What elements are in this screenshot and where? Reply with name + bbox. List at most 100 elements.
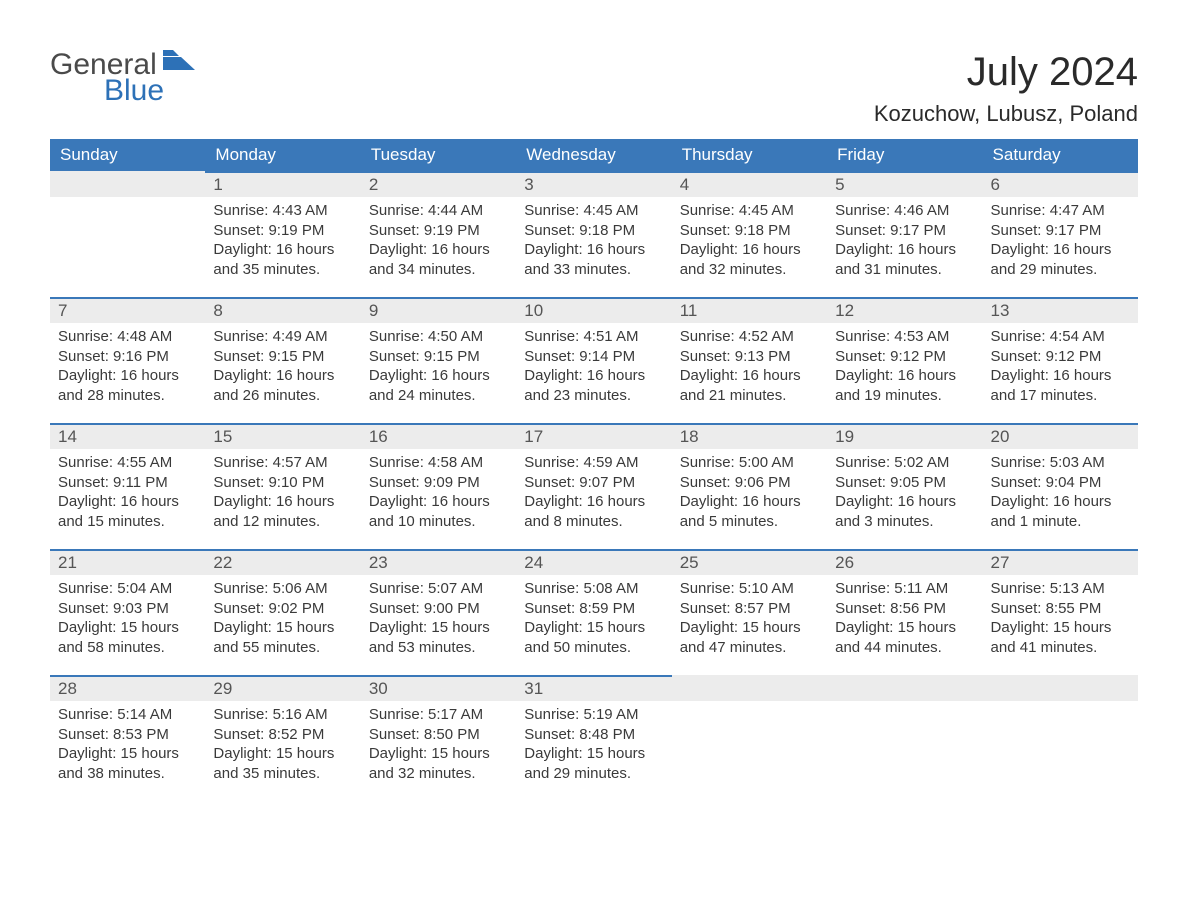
day-cell: 1Sunrise: 4:43 AMSunset: 9:19 PMDaylight… — [205, 171, 360, 297]
day-cell: 16Sunrise: 4:58 AMSunset: 9:09 PMDayligh… — [361, 423, 516, 549]
day-line-d1: Daylight: 16 hours — [213, 492, 352, 512]
day-line-sr: Sunrise: 5:19 AM — [524, 705, 663, 725]
day-line-d1: Daylight: 16 hours — [58, 492, 197, 512]
day-number: 10 — [516, 297, 671, 323]
day-line-sr: Sunrise: 5:16 AM — [213, 705, 352, 725]
day-body: Sunrise: 5:04 AMSunset: 9:03 PMDaylight:… — [50, 575, 205, 657]
day-line-d2: and 24 minutes. — [369, 386, 508, 406]
day-number: 21 — [50, 549, 205, 575]
week-row: 21Sunrise: 5:04 AMSunset: 9:03 PMDayligh… — [50, 549, 1138, 675]
day-body: Sunrise: 4:45 AMSunset: 9:18 PMDaylight:… — [516, 197, 671, 279]
day-number: 14 — [50, 423, 205, 449]
day-line-sr: Sunrise: 4:59 AM — [524, 453, 663, 473]
day-number: 8 — [205, 297, 360, 323]
day-line-sr: Sunrise: 4:43 AM — [213, 201, 352, 221]
day-line-d2: and 17 minutes. — [991, 386, 1130, 406]
day-number: 13 — [983, 297, 1138, 323]
day-line-sr: Sunrise: 5:08 AM — [524, 579, 663, 599]
day-line-d1: Daylight: 16 hours — [991, 240, 1130, 260]
day-number: 31 — [516, 675, 671, 701]
day-line-d1: Daylight: 15 hours — [524, 618, 663, 638]
day-line-sr: Sunrise: 4:47 AM — [991, 201, 1130, 221]
day-body: Sunrise: 4:44 AMSunset: 9:19 PMDaylight:… — [361, 197, 516, 279]
weekday-header: SundayMondayTuesdayWednesdayThursdayFrid… — [50, 139, 1138, 171]
day-line-ss: Sunset: 9:18 PM — [524, 221, 663, 241]
day-line-sr: Sunrise: 4:50 AM — [369, 327, 508, 347]
day-line-d2: and 55 minutes. — [213, 638, 352, 658]
day-body: Sunrise: 4:49 AMSunset: 9:15 PMDaylight:… — [205, 323, 360, 405]
day-number: 20 — [983, 423, 1138, 449]
day-cell: 13Sunrise: 4:54 AMSunset: 9:12 PMDayligh… — [983, 297, 1138, 423]
day-line-ss: Sunset: 9:03 PM — [58, 599, 197, 619]
day-line-ss: Sunset: 9:07 PM — [524, 473, 663, 493]
day-line-d1: Daylight: 15 hours — [991, 618, 1130, 638]
day-number: 16 — [361, 423, 516, 449]
day-line-ss: Sunset: 9:12 PM — [835, 347, 974, 367]
day-number: 15 — [205, 423, 360, 449]
day-line-d1: Daylight: 15 hours — [835, 618, 974, 638]
day-line-d1: Daylight: 16 hours — [213, 366, 352, 386]
day-number: 28 — [50, 675, 205, 701]
day-cell: 2Sunrise: 4:44 AMSunset: 9:19 PMDaylight… — [361, 171, 516, 297]
day-line-d1: Daylight: 15 hours — [58, 744, 197, 764]
day-line-sr: Sunrise: 4:45 AM — [524, 201, 663, 221]
day-cell — [50, 171, 205, 297]
week-row: 28Sunrise: 5:14 AMSunset: 8:53 PMDayligh… — [50, 675, 1138, 801]
day-body: Sunrise: 5:02 AMSunset: 9:05 PMDaylight:… — [827, 449, 982, 531]
day-line-d2: and 32 minutes. — [369, 764, 508, 784]
day-line-d1: Daylight: 15 hours — [58, 618, 197, 638]
header: General Blue July 2024 Kozuchow, Lubusz,… — [50, 50, 1138, 127]
day-line-ss: Sunset: 9:12 PM — [991, 347, 1130, 367]
week-row: 14Sunrise: 4:55 AMSunset: 9:11 PMDayligh… — [50, 423, 1138, 549]
day-body: Sunrise: 5:08 AMSunset: 8:59 PMDaylight:… — [516, 575, 671, 657]
day-line-d1: Daylight: 16 hours — [991, 366, 1130, 386]
day-line-d2: and 58 minutes. — [58, 638, 197, 658]
day-line-ss: Sunset: 9:14 PM — [524, 347, 663, 367]
day-line-d2: and 35 minutes. — [213, 260, 352, 280]
day-line-sr: Sunrise: 5:04 AM — [58, 579, 197, 599]
day-line-sr: Sunrise: 4:49 AM — [213, 327, 352, 347]
day-cell: 25Sunrise: 5:10 AMSunset: 8:57 PMDayligh… — [672, 549, 827, 675]
day-line-d2: and 29 minutes. — [991, 260, 1130, 280]
day-cell: 19Sunrise: 5:02 AMSunset: 9:05 PMDayligh… — [827, 423, 982, 549]
logo-flag-icon — [163, 50, 195, 74]
day-line-sr: Sunrise: 4:52 AM — [680, 327, 819, 347]
day-line-d2: and 33 minutes. — [524, 260, 663, 280]
day-cell: 11Sunrise: 4:52 AMSunset: 9:13 PMDayligh… — [672, 297, 827, 423]
day-body: Sunrise: 5:06 AMSunset: 9:02 PMDaylight:… — [205, 575, 360, 657]
day-line-sr: Sunrise: 5:06 AM — [213, 579, 352, 599]
day-body: Sunrise: 4:46 AMSunset: 9:17 PMDaylight:… — [827, 197, 982, 279]
day-line-d2: and 38 minutes. — [58, 764, 197, 784]
day-line-d1: Daylight: 16 hours — [524, 240, 663, 260]
day-number: 5 — [827, 171, 982, 197]
day-number — [672, 675, 827, 701]
day-body: Sunrise: 5:03 AMSunset: 9:04 PMDaylight:… — [983, 449, 1138, 531]
weekday-header-cell: Sunday — [50, 139, 205, 171]
day-cell: 18Sunrise: 5:00 AMSunset: 9:06 PMDayligh… — [672, 423, 827, 549]
day-line-sr: Sunrise: 4:55 AM — [58, 453, 197, 473]
weekday-header-cell: Monday — [205, 139, 360, 171]
day-number: 6 — [983, 171, 1138, 197]
day-line-sr: Sunrise: 5:00 AM — [680, 453, 819, 473]
day-body: Sunrise: 4:59 AMSunset: 9:07 PMDaylight:… — [516, 449, 671, 531]
day-line-d1: Daylight: 15 hours — [524, 744, 663, 764]
day-line-sr: Sunrise: 4:53 AM — [835, 327, 974, 347]
day-cell: 20Sunrise: 5:03 AMSunset: 9:04 PMDayligh… — [983, 423, 1138, 549]
day-line-sr: Sunrise: 4:48 AM — [58, 327, 197, 347]
day-cell: 30Sunrise: 5:17 AMSunset: 8:50 PMDayligh… — [361, 675, 516, 801]
day-line-d1: Daylight: 16 hours — [835, 492, 974, 512]
day-line-d2: and 8 minutes. — [524, 512, 663, 532]
day-line-ss: Sunset: 8:55 PM — [991, 599, 1130, 619]
day-line-sr: Sunrise: 5:03 AM — [991, 453, 1130, 473]
day-line-ss: Sunset: 9:10 PM — [213, 473, 352, 493]
day-line-d2: and 47 minutes. — [680, 638, 819, 658]
day-line-d1: Daylight: 16 hours — [369, 366, 508, 386]
day-cell: 21Sunrise: 5:04 AMSunset: 9:03 PMDayligh… — [50, 549, 205, 675]
day-line-ss: Sunset: 8:59 PM — [524, 599, 663, 619]
day-number — [827, 675, 982, 701]
day-cell: 5Sunrise: 4:46 AMSunset: 9:17 PMDaylight… — [827, 171, 982, 297]
day-line-d1: Daylight: 15 hours — [369, 744, 508, 764]
day-cell: 7Sunrise: 4:48 AMSunset: 9:16 PMDaylight… — [50, 297, 205, 423]
day-body: Sunrise: 5:19 AMSunset: 8:48 PMDaylight:… — [516, 701, 671, 783]
day-body: Sunrise: 4:50 AMSunset: 9:15 PMDaylight:… — [361, 323, 516, 405]
